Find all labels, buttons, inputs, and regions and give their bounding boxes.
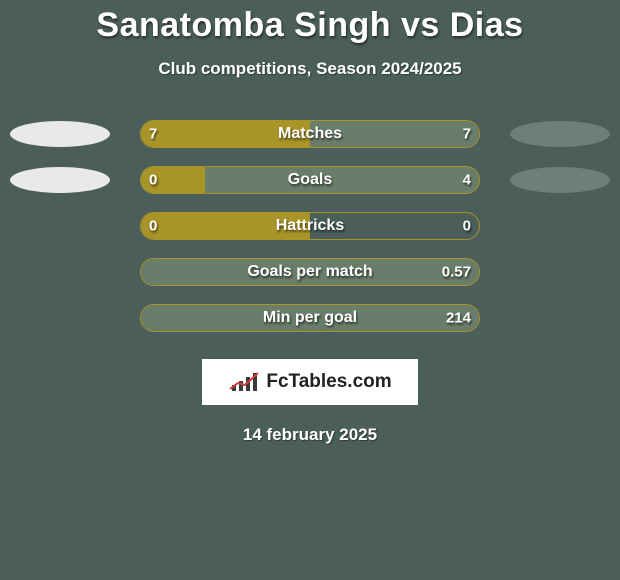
stat-row: 04Goals [0, 157, 620, 203]
player-left-ellipse [10, 167, 110, 193]
stat-value-right: 0 [463, 218, 471, 235]
player-right-ellipse [510, 167, 610, 193]
page-title: Sanatomba Singh vs Dias [0, 0, 620, 45]
stat-row: 0.57Goals per match [0, 249, 620, 295]
bar-fill-left [141, 167, 205, 193]
stat-row: 77Matches [0, 111, 620, 157]
bar-fill-right [310, 121, 479, 147]
stat-row: 214Min per goal [0, 295, 620, 341]
bar-fill-left [141, 213, 310, 239]
logo-text: FcTables.com [266, 371, 391, 393]
stat-row: 00Hattricks [0, 203, 620, 249]
stat-bar: 04Goals [140, 166, 480, 194]
page-subtitle: Club competitions, Season 2024/2025 [0, 59, 620, 79]
stat-bar: 0.57Goals per match [140, 258, 480, 286]
logo-badge: FcTables.com [202, 359, 417, 405]
stat-bar: 00Hattricks [140, 212, 480, 240]
bar-fill-left [141, 121, 310, 147]
comparison-infographic: Sanatomba Singh vs Dias Club competition… [0, 0, 620, 580]
bar-fill-right [205, 167, 479, 193]
stat-bar: 214Min per goal [140, 304, 480, 332]
bar-fill-right [141, 305, 479, 331]
date-line: 14 february 2025 [0, 425, 620, 445]
bar-chart-icon [228, 371, 262, 393]
stats-chart: 77Matches 04Goals 00Hattricks 0.57Goals per… [0, 111, 620, 341]
player-right-ellipse [510, 121, 610, 147]
player-left-ellipse [10, 121, 110, 147]
bar-fill-right [141, 259, 479, 285]
stat-bar: 77Matches [140, 120, 480, 148]
